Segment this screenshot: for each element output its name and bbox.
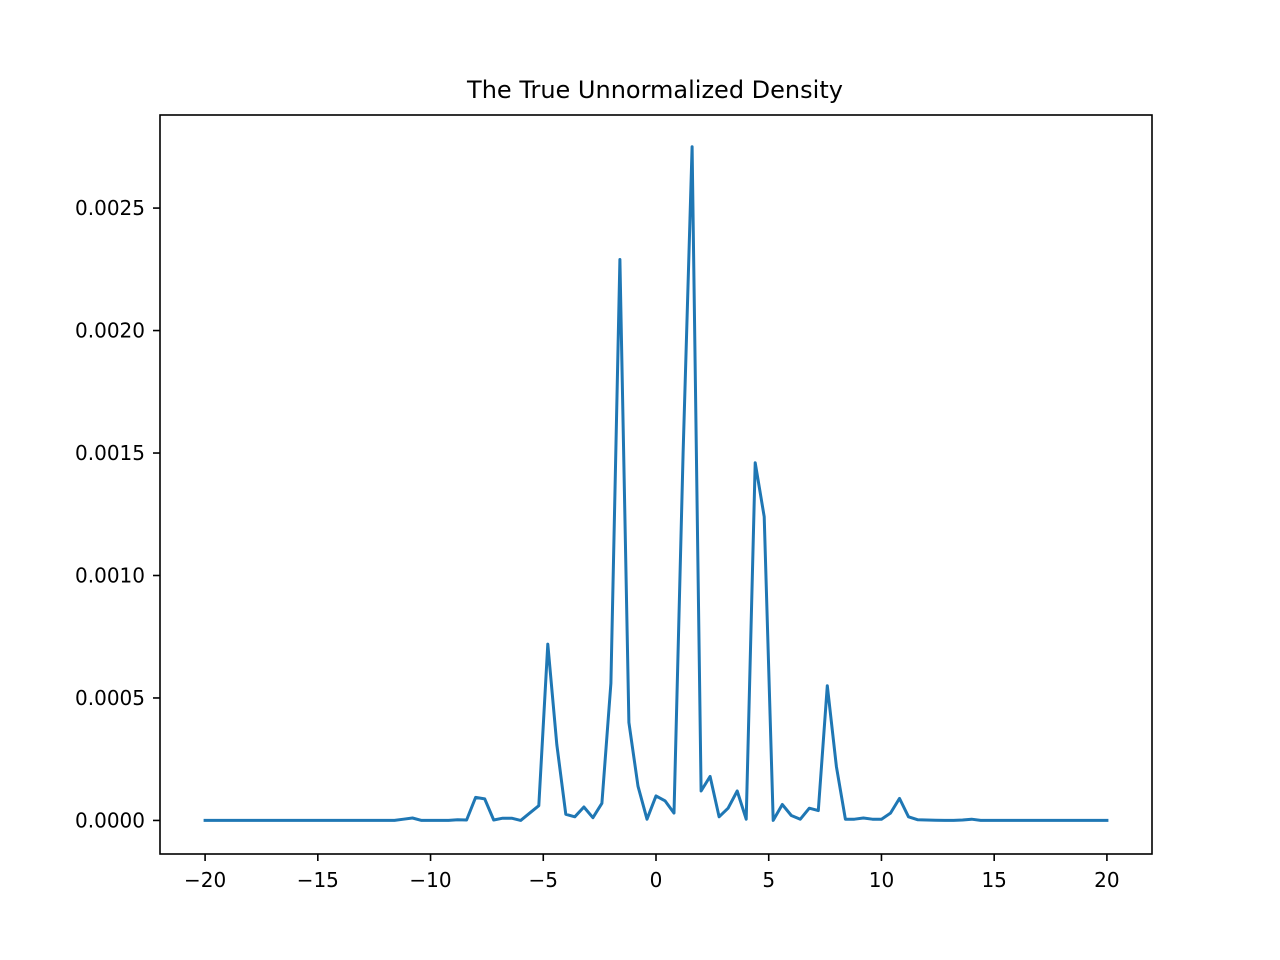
y-tick-label: 0.0005 [75, 686, 145, 710]
x-tick-label: −5 [529, 868, 558, 892]
x-tick-label: 15 [981, 868, 1006, 892]
plot-area-frame [159, 114, 1153, 855]
x-tick-label: −10 [409, 868, 451, 892]
x-tick-label: 0 [650, 868, 663, 892]
y-tick-label: 0.0025 [75, 196, 145, 220]
y-tick-label: 0.0020 [75, 319, 145, 343]
x-axis-ticks: −20 −15 −10 −5 0 5 10 15 20 [184, 854, 1120, 892]
x-tick-label: 20 [1094, 868, 1119, 892]
x-tick-label: 10 [869, 868, 894, 892]
x-tick-label: −15 [297, 868, 339, 892]
y-tick-label: 0.0015 [75, 441, 145, 465]
y-tick-label: 0.0000 [75, 808, 145, 832]
chart-title: The True Unnormalized Density [466, 76, 843, 104]
x-tick-label: −20 [184, 868, 226, 892]
x-tick-label: 5 [762, 868, 775, 892]
density-line [203, 145, 1109, 822]
y-axis-ticks: 0.0000 0.0005 0.0010 0.0015 0.0020 0.0025 [75, 196, 160, 832]
y-tick-label: 0.0010 [75, 563, 145, 587]
